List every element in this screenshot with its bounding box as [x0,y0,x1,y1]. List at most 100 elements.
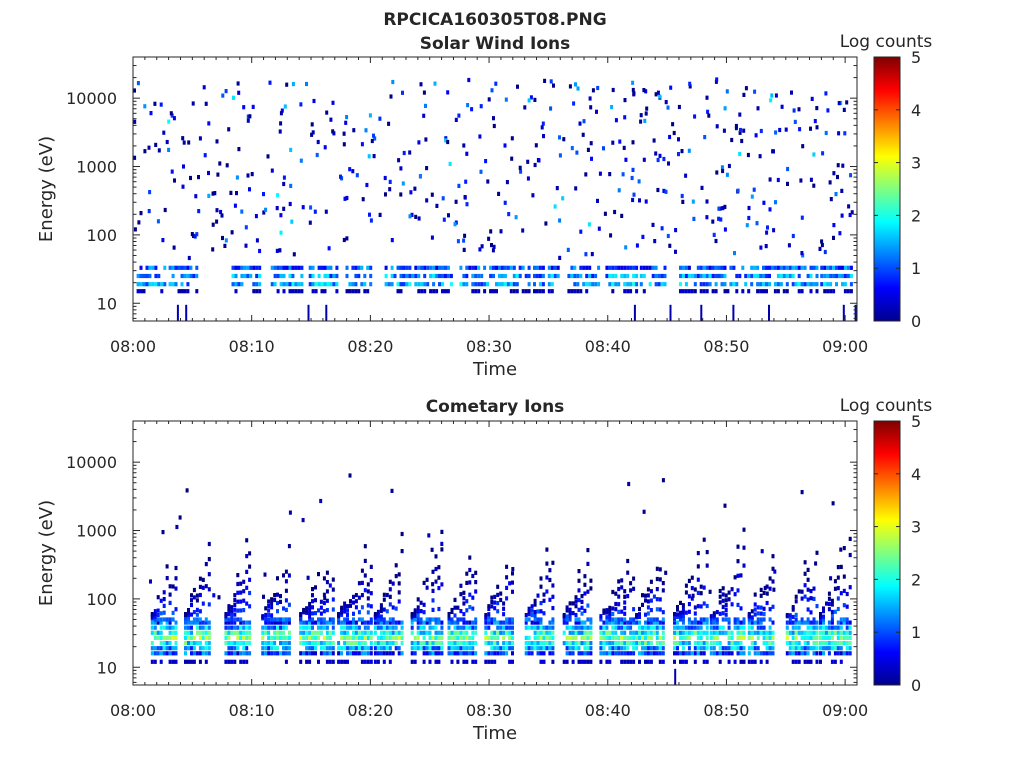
cometary-cell [699,617,703,622]
cometary-cell [548,641,552,646]
solar-wind-cell [348,282,352,287]
cometary-cell [346,608,349,613]
solar-wind-cell [500,265,504,270]
cometary-cell [302,630,306,635]
cometary-cell [369,630,373,635]
cometary-cell [724,603,728,608]
cometary-cell [490,617,494,622]
cometary-cell [391,617,395,622]
cometary-cell [533,620,537,625]
cometary-cell [440,541,444,546]
solar-wind-cell [399,289,403,294]
cometary-cell [736,544,740,549]
cometary-cell [287,602,291,607]
cometary-cell [224,612,228,617]
cometary-cell [431,598,435,603]
cometary-cell [190,651,193,656]
solar-wind-cell [317,265,321,270]
cometary-cell [385,625,389,630]
cometary-cell [171,584,175,589]
cometary-cell [806,635,810,640]
cometary-cell [721,586,725,591]
cometary-cell [539,620,543,625]
cometary-cell [413,641,417,646]
cometary-cell [690,575,694,580]
solar-wind-cell [832,171,836,176]
cometary-cell [673,620,676,625]
cometary-cell [644,593,647,598]
solar-wind-cell [836,163,840,168]
solar-wind-cell [756,289,760,294]
cometary-cell [797,630,801,635]
cometary-cell [413,617,417,622]
solar-wind-cell [792,108,796,113]
solar-wind-cell [332,131,336,136]
cometary-cell [693,646,697,651]
cometary-cell [815,635,819,640]
cometary-cell [524,613,528,618]
cometary-cell [465,651,469,656]
cometary-cell [727,659,731,664]
solar-wind-cell [251,104,255,109]
cometary-cell [822,646,825,651]
cometary-cell [419,620,423,625]
solar-wind-cell [151,265,155,270]
cometary-cell [236,651,240,656]
cometary-cell [715,625,719,630]
cometary-cell [204,641,208,646]
cometary-cell [305,625,309,630]
solar-wind-cell [854,304,857,321]
solar-wind-cell [521,289,525,294]
cometary-cell [815,659,819,664]
cometary-cell [379,651,383,656]
cometary-cell [168,617,172,622]
cometary-cell [676,651,679,656]
cometary-cell [233,620,237,625]
cometary-cell [652,646,656,651]
cometary-cell [691,593,695,598]
solar-wind-cell [363,282,367,287]
cometary-cell [794,625,798,630]
cometary-cell [440,646,444,651]
cometary-cell [416,597,420,602]
solar-wind-cell [312,98,316,104]
cometary-cell [803,583,807,588]
cometary-cell [623,594,627,599]
cometary-cell [366,610,370,615]
solar-wind-cell [653,239,657,244]
solar-wind-cell [572,101,576,106]
cometary-cell [391,641,395,646]
cometary-cell [674,668,677,685]
cometary-cell [676,646,679,651]
solar-wind-cell [285,82,289,87]
solar-wind-cell [383,175,387,181]
cometary-cell [195,612,199,617]
solar-wind-cell [503,273,507,279]
cometary-cell [317,635,320,640]
cometary-cell [539,635,543,640]
solar-wind-cell [847,204,851,209]
cometary-cell [190,620,193,625]
cometary-cell [233,630,237,635]
solar-wind-cell [148,282,152,287]
solar-wind-cell [429,265,433,270]
cometary-cell [493,641,497,646]
cometary-cell [325,625,329,630]
solar-wind-cell [813,119,817,124]
cometary-cell [655,620,659,625]
cometary-cell [248,625,252,630]
solar-wind-cell [420,282,424,287]
cometary-cell [224,616,228,621]
cometary-cell [727,646,731,651]
cometary-cell [730,651,734,656]
cometary-cell [617,635,621,640]
cometary-cell [328,620,332,625]
solar-wind-cell [191,101,195,106]
solar-wind-cell [207,170,210,176]
cometary-cell [533,613,537,618]
cometary-cell [727,590,731,595]
solar-wind-cell [441,265,444,270]
solar-wind-cell [782,265,786,270]
cometary-cell [548,577,552,583]
